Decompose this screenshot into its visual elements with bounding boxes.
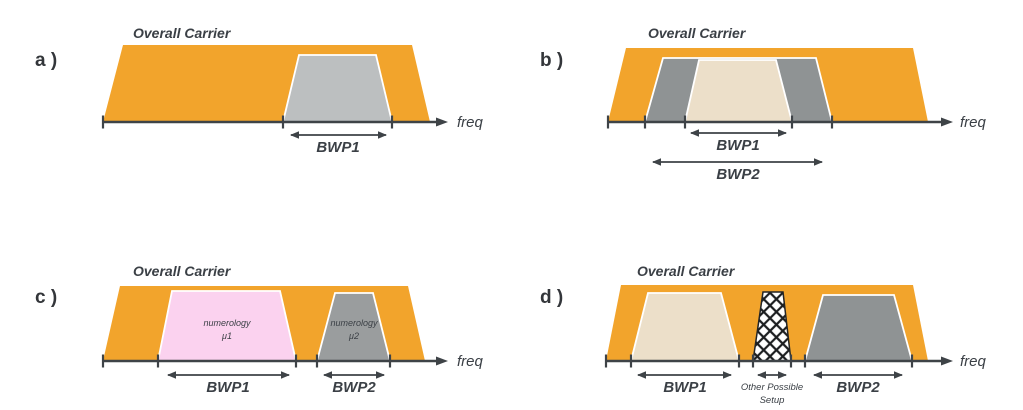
- panel-b-letter: b ): [540, 50, 563, 71]
- panel-d-axis-ticks: [604, 354, 914, 368]
- panel-c-freq-label: freq: [457, 353, 484, 370]
- panel-a-bwp1-label: BWP1: [316, 139, 359, 156]
- panel-a-letter: a ): [35, 50, 57, 71]
- panel-c-bwp1-label: BWP1: [206, 379, 249, 396]
- panel-b-bwp1-label: BWP1: [716, 137, 759, 154]
- panel-b: b ) Overall Carrier BWP1 BWP2 freq: [540, 25, 987, 183]
- panel-b-bwp2-label: BWP2: [716, 166, 760, 183]
- panel-c-carrier-title: Overall Carrier: [133, 263, 232, 279]
- panel-b-bwp1-shape: [683, 59, 794, 123]
- panel-d-letter: d ): [540, 287, 563, 308]
- panel-d-bwp1-shape: [629, 292, 741, 362]
- panel-c-letter: c ): [35, 287, 57, 308]
- panel-a: a ) Overall Carrier BWP1 freq: [35, 25, 484, 156]
- panel-a-axis-ticks: [101, 115, 394, 129]
- panel-b-freq-label: freq: [960, 114, 987, 131]
- panel-c-numerology2-line2: μ2: [348, 331, 359, 341]
- panel-c-numerology1-line1: numerology: [203, 318, 251, 328]
- panel-a-carrier-title: Overall Carrier: [133, 25, 232, 41]
- panel-d-freq-label: freq: [960, 353, 987, 370]
- panel-d-other-setup-line1: Other Possible: [741, 382, 803, 393]
- panel-c-numerology1-line2: μ1: [221, 331, 232, 341]
- panel-b-carrier-title: Overall Carrier: [648, 25, 747, 41]
- panel-c: c ) Overall Carrier numerology μ1 numero…: [35, 263, 484, 396]
- panel-d-other-setup-line2: Setup: [760, 395, 785, 406]
- panel-d-bwp2-label: BWP2: [836, 379, 880, 396]
- panel-d-bwp2-shape: [803, 294, 914, 362]
- panel-b-axis-ticks: [606, 115, 834, 129]
- panel-c-axis-ticks: [101, 354, 392, 368]
- panel-d-carrier-title: Overall Carrier: [637, 263, 736, 279]
- panel-a-freq-label: freq: [457, 114, 484, 131]
- panel-d-bwp1-label: BWP1: [663, 379, 706, 396]
- panel-d: d ) Overall Carrier BWP1 Other Possible …: [540, 263, 987, 406]
- panel-c-numerology2-line1: numerology: [330, 318, 378, 328]
- panel-c-bwp2-label: BWP2: [332, 379, 376, 396]
- panel-a-bwp1-shape: [281, 54, 394, 123]
